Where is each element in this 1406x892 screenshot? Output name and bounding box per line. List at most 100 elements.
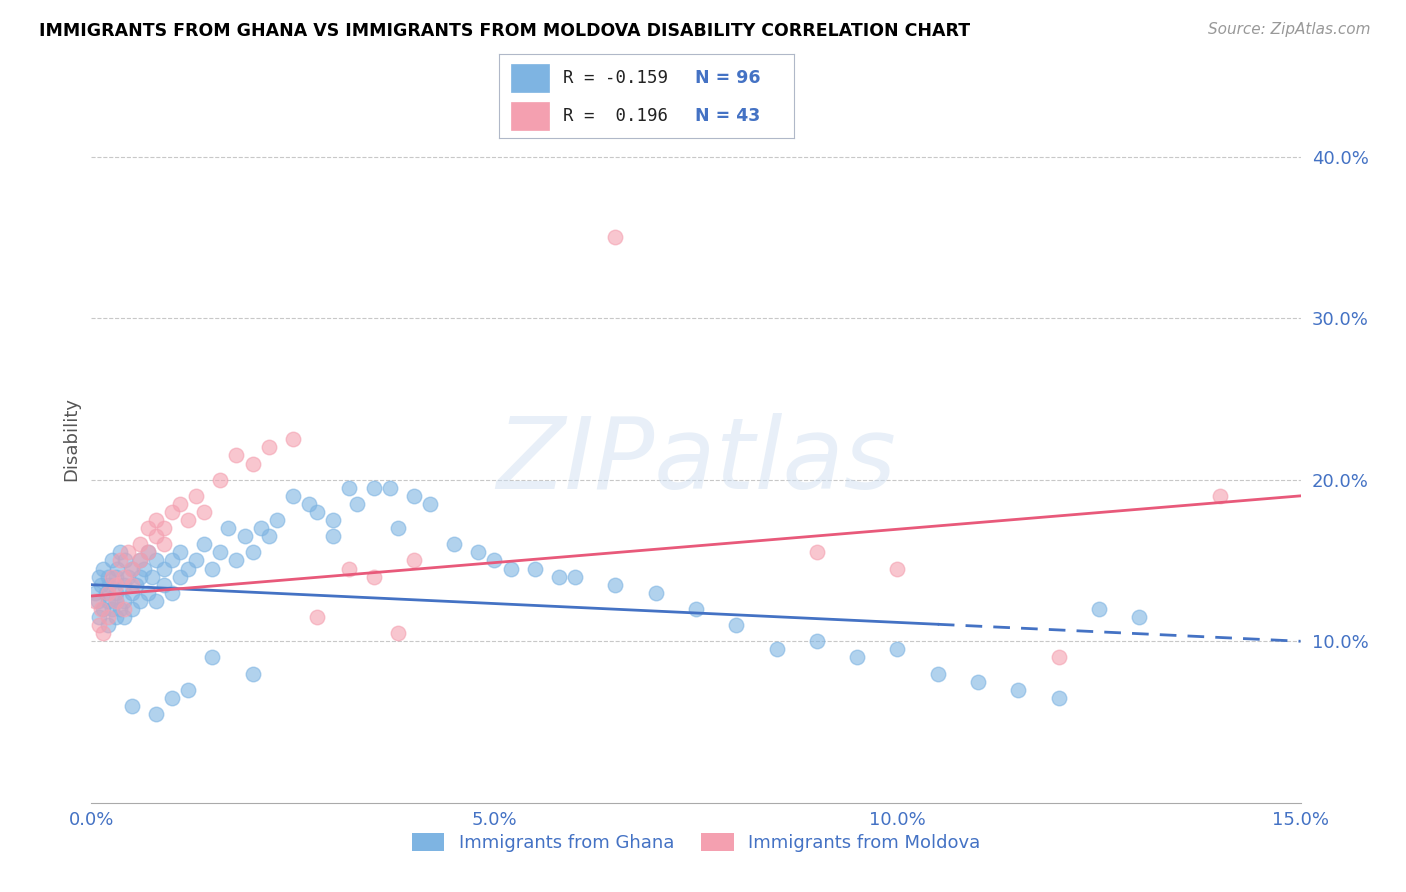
Point (927, 666, 949, 681)
Point (96, 569, 118, 583)
Point (1088, 602, 1111, 616)
Point (209, 545, 232, 559)
Text: Source: ZipAtlas.com: Source: ZipAtlas.com (1208, 22, 1371, 37)
Y-axis label: Disability: Disability (62, 397, 80, 482)
Point (257, 441, 280, 455)
Point (104, 569, 127, 583)
Point (112, 594, 135, 608)
Point (548, 569, 571, 583)
Point (1047, 690, 1070, 705)
Point (685, 602, 707, 616)
Point (307, 610, 329, 624)
Point (177, 561, 200, 575)
Point (605, 230, 627, 244)
Point (217, 521, 239, 535)
Point (186, 553, 208, 567)
Point (128, 594, 150, 608)
Point (89, 618, 111, 632)
Point (128, 553, 150, 567)
Point (153, 521, 176, 535)
Point (484, 553, 506, 567)
Point (153, 578, 176, 592)
Point (112, 578, 135, 592)
Point (443, 537, 465, 551)
Point (281, 489, 304, 503)
Point (193, 537, 215, 551)
Point (886, 642, 908, 657)
Point (322, 513, 344, 527)
Point (307, 505, 329, 519)
Point (160, 690, 183, 705)
Point (806, 545, 828, 559)
Point (93, 602, 115, 616)
Point (141, 569, 163, 583)
Text: ZIPatlas: ZIPatlas (496, 413, 896, 509)
Point (104, 594, 127, 608)
Point (121, 698, 143, 713)
Point (160, 586, 183, 600)
Point (160, 505, 183, 519)
Point (387, 626, 409, 640)
Point (121, 578, 143, 592)
Point (104, 594, 127, 608)
Point (136, 521, 159, 535)
Point (169, 569, 191, 583)
Point (725, 618, 748, 632)
Point (242, 545, 264, 559)
Point (89, 610, 111, 624)
Point (98, 578, 121, 592)
Point (1209, 489, 1232, 503)
Point (346, 497, 368, 511)
Point (128, 569, 150, 583)
Text: R =  0.196: R = 0.196 (562, 107, 668, 125)
Point (1007, 682, 1029, 697)
Point (564, 569, 586, 583)
Point (145, 553, 167, 567)
Point (644, 586, 666, 600)
Point (104, 586, 127, 600)
Point (145, 594, 167, 608)
Point (242, 457, 264, 471)
Point (153, 561, 176, 575)
Point (402, 489, 425, 503)
Point (806, 634, 828, 648)
Point (117, 569, 139, 583)
Legend: Immigrants from Ghana, Immigrants from Moldova: Immigrants from Ghana, Immigrants from M… (405, 826, 987, 859)
Point (242, 666, 264, 681)
Point (96, 618, 118, 632)
Point (337, 481, 360, 495)
Text: N = 96: N = 96 (696, 69, 761, 87)
Text: N = 43: N = 43 (696, 107, 761, 125)
Point (145, 513, 167, 527)
Point (402, 553, 425, 567)
Point (177, 513, 200, 527)
Point (132, 561, 155, 575)
Point (87, 594, 110, 608)
Point (89, 569, 111, 583)
Point (298, 497, 321, 511)
Point (136, 586, 159, 600)
Point (169, 545, 191, 559)
Point (1128, 610, 1150, 624)
Point (114, 553, 136, 567)
FancyBboxPatch shape (510, 63, 550, 92)
Point (93, 626, 115, 640)
Point (121, 602, 143, 616)
Point (128, 553, 150, 567)
Point (281, 432, 304, 446)
Point (160, 553, 183, 567)
Point (419, 497, 441, 511)
Point (121, 561, 143, 575)
Point (136, 545, 159, 559)
Point (186, 489, 208, 503)
Point (201, 650, 224, 665)
Point (90, 602, 112, 616)
Point (136, 545, 159, 559)
Text: R = -0.159: R = -0.159 (562, 69, 668, 87)
Point (605, 578, 627, 592)
Point (84, 594, 107, 608)
Point (363, 569, 385, 583)
Point (96, 594, 118, 608)
Point (322, 529, 344, 543)
Point (523, 561, 546, 575)
